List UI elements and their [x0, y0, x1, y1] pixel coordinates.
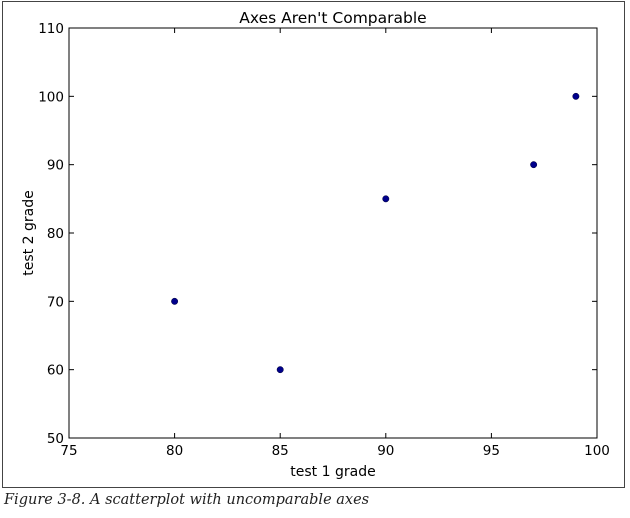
y-tick-label: 110 [38, 21, 64, 37]
plot-area [68, 27, 598, 439]
y-tick-label: 60 [47, 363, 64, 379]
y-tick-label: 70 [47, 294, 64, 310]
data-point [171, 297, 179, 305]
x-tick-label: 75 [60, 443, 77, 459]
x-tick-label: 90 [377, 443, 394, 459]
figure-frame [2, 1, 625, 488]
x-tick-label: 85 [272, 443, 289, 459]
y-axis-label: test 2 grade [21, 190, 37, 275]
x-axis-label: test 1 grade [290, 464, 375, 480]
data-point [530, 161, 538, 169]
data-point [572, 92, 580, 100]
data-point [382, 195, 390, 203]
x-axis: 75 80 85 90 95 100 [60, 28, 610, 459]
scatter-chart: Axes Aren't Comparable 75 80 85 90 95 100 50 6… [21, 9, 610, 480]
figure-caption: Figure 3-8. A scatterplot with uncompara… [4, 492, 370, 508]
x-tick-label: 80 [166, 443, 183, 459]
y-tick-label: 100 [38, 89, 64, 105]
chart-title: Axes Aren't Comparable [239, 9, 426, 27]
y-axis: 50 60 70 80 90 100 110 [38, 21, 597, 447]
data-points [171, 92, 580, 374]
y-tick-label: 90 [47, 158, 64, 174]
x-tick-label: 100 [584, 443, 610, 459]
y-tick-label: 80 [47, 226, 64, 242]
data-point [276, 366, 284, 374]
y-tick-label: 50 [47, 431, 64, 447]
x-tick-label: 95 [483, 443, 500, 459]
